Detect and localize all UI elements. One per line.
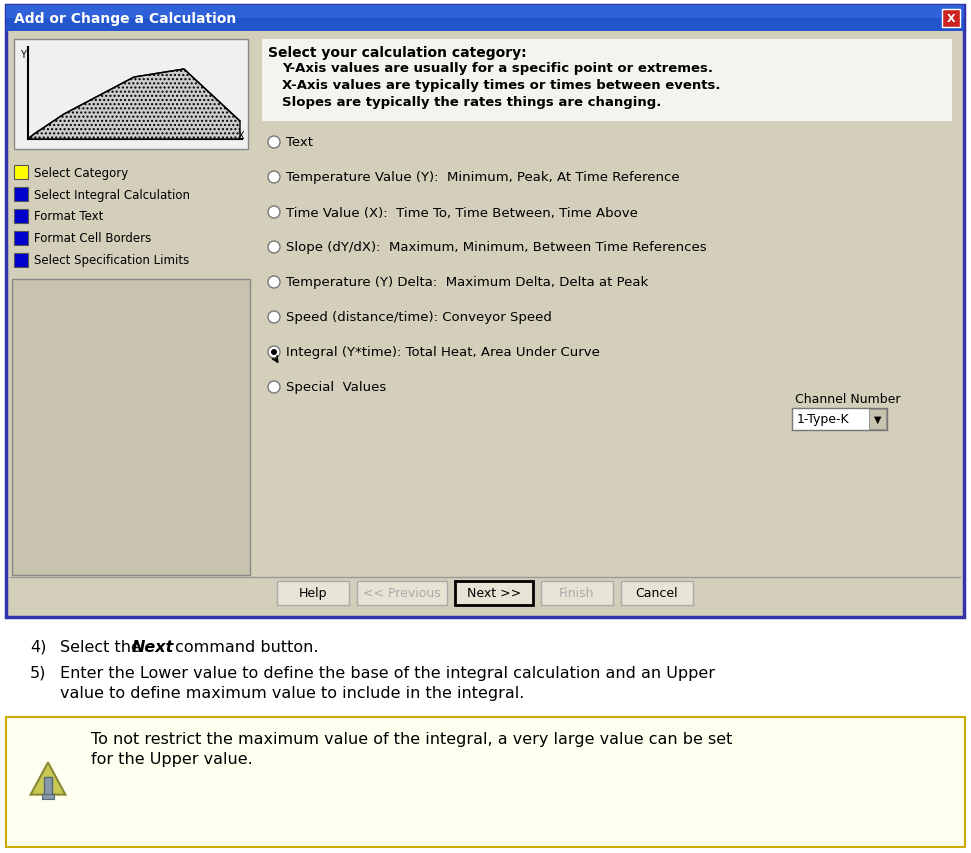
Circle shape (271, 350, 277, 356)
Text: Format Text: Format Text (34, 210, 103, 223)
Text: for the Upper value.: for the Upper value. (91, 751, 252, 766)
Bar (6, 6, 964, 32)
Text: value to define maximum value to include in the integral.: value to define maximum value to include… (60, 685, 524, 700)
Bar (14, 165, 28, 180)
Text: Cancel: Cancel (636, 587, 679, 600)
Text: To not restrict the maximum value of the integral, a very large value can be set: To not restrict the maximum value of the… (91, 731, 732, 746)
Text: X-Axis values are typically times or times between events.: X-Axis values are typically times or tim… (282, 79, 720, 92)
Circle shape (268, 241, 280, 253)
Text: Integral (Y*time): Total Heat, Area Under Curve: Integral (Y*time): Total Heat, Area Unde… (286, 346, 600, 359)
Text: Temperature Value (Y):  Minimum, Peak, At Time Reference: Temperature Value (Y): Minimum, Peak, At… (286, 171, 680, 184)
Text: Add or Change a Calculation: Add or Change a Calculation (14, 12, 236, 26)
Text: 1-Type-K: 1-Type-K (797, 413, 850, 426)
Circle shape (268, 346, 280, 358)
Bar (541, 581, 613, 606)
Bar (942, 10, 960, 28)
Bar (6, 717, 965, 847)
Polygon shape (31, 763, 65, 795)
Text: Y: Y (20, 50, 26, 60)
Text: Channel Number: Channel Number (795, 392, 900, 405)
Text: Next: Next (132, 639, 174, 654)
Text: Time Value (X):  Time To, Time Between, Time Above: Time Value (X): Time To, Time Between, T… (286, 206, 638, 219)
Bar (14, 253, 28, 268)
Bar (6, 6, 964, 618)
Text: Speed (distance/time): Conveyor Speed: Speed (distance/time): Conveyor Speed (286, 311, 552, 324)
Circle shape (268, 311, 280, 323)
Bar (262, 40, 952, 122)
Text: Y-Axis values are usually for a specific point or extremes.: Y-Axis values are usually for a specific… (282, 62, 713, 75)
Text: Select Category: Select Category (34, 166, 128, 179)
Text: Finish: Finish (559, 587, 595, 600)
Text: Slope (dY/dX):  Maximum, Minimum, Between Time References: Slope (dY/dX): Maximum, Minimum, Between… (286, 241, 707, 254)
Bar (14, 188, 28, 202)
Text: Select the: Select the (60, 639, 146, 654)
Bar (357, 581, 447, 606)
Bar (6, 6, 964, 19)
Bar (14, 210, 28, 223)
Text: command button.: command button. (170, 639, 318, 654)
Text: Format Cell Borders: Format Cell Borders (34, 232, 151, 245)
Bar (14, 232, 28, 246)
Bar (44, 777, 52, 795)
Text: X: X (947, 14, 955, 24)
Circle shape (268, 381, 280, 393)
Bar (42, 794, 54, 799)
Text: Special  Values: Special Values (286, 381, 386, 394)
Text: Enter the Lower value to define the base of the integral calculation and an Uppe: Enter the Lower value to define the base… (60, 665, 715, 680)
Circle shape (268, 171, 280, 183)
Bar (455, 581, 533, 606)
Text: Select Integral Calculation: Select Integral Calculation (34, 189, 190, 201)
Text: Select Specification Limits: Select Specification Limits (34, 254, 189, 267)
Text: X: X (238, 131, 245, 141)
Text: Help: Help (299, 587, 327, 600)
Text: Select your calculation category:: Select your calculation category: (268, 46, 526, 60)
Circle shape (268, 276, 280, 288)
Bar (14, 40, 248, 150)
Bar (869, 409, 886, 430)
Text: Temperature (Y) Delta:  Maximum Delta, Delta at Peak: Temperature (Y) Delta: Maximum Delta, De… (286, 276, 649, 289)
Text: Next >>: Next >> (467, 587, 521, 600)
Bar (12, 280, 250, 575)
Text: 5): 5) (30, 665, 47, 680)
Text: Text: Text (286, 136, 313, 149)
Bar (792, 409, 887, 431)
Circle shape (268, 136, 280, 148)
Text: Slopes are typically the rates things are changing.: Slopes are typically the rates things ar… (282, 96, 661, 109)
Text: << Previous: << Previous (363, 587, 441, 600)
Bar (621, 581, 693, 606)
Circle shape (268, 206, 280, 218)
Text: 4): 4) (30, 639, 47, 654)
Polygon shape (28, 70, 240, 140)
Text: ▼: ▼ (874, 415, 882, 425)
Bar (277, 581, 349, 606)
